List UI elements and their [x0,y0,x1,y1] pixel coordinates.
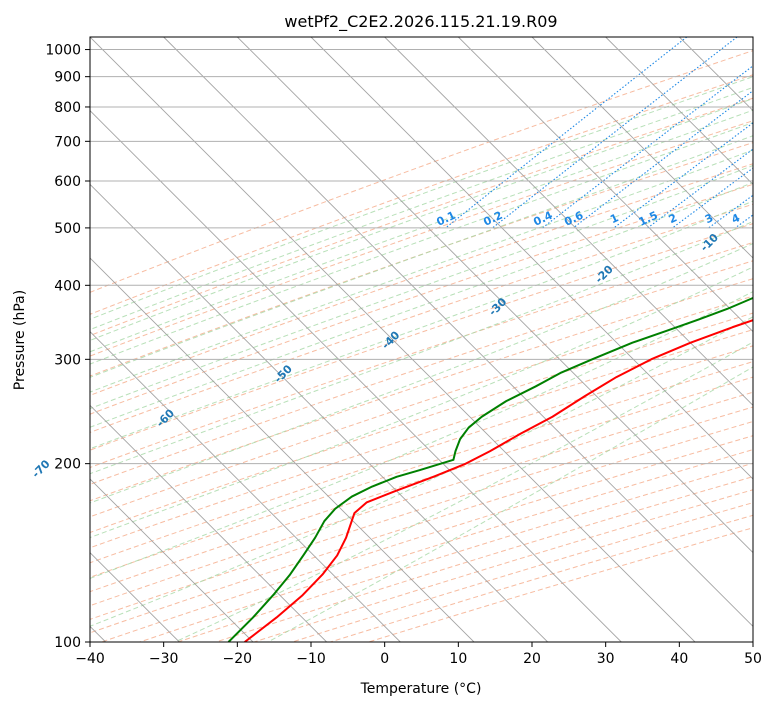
dry-adiabat [90,391,753,607]
x-tick-label: −40 [75,651,105,667]
isotherm [752,37,753,38]
plot-frame [89,36,754,643]
dry-adiabat [90,97,753,337]
y-axis-title: Pressure (hPa) [12,290,28,390]
isotherm [90,183,548,642]
isotherm [163,37,753,627]
x-tick-label: 40 [670,651,688,667]
mixing-ratio-line [542,65,753,229]
moist-adiabat [90,121,753,365]
isotherm [90,110,622,642]
moist-adiabat [90,242,753,504]
x-tick-label: 10 [449,651,467,667]
isotherm [90,331,401,642]
x-tick-label: 50 [744,651,762,667]
x-tick-label: −10 [296,651,326,667]
dry-adiabat [90,260,753,485]
y-tick-label: 100 [54,635,81,651]
dewpoint-line [227,296,753,642]
isotherm [90,478,254,642]
dry-adiabat [90,223,753,451]
x-tick-label: 0 [380,651,389,667]
y-tick-label: 500 [54,221,81,237]
isotherm [531,37,753,259]
isotherm [458,37,753,333]
y-tick-label: 900 [54,70,81,86]
isotherm [310,37,753,480]
mixing-ratio-line [445,37,688,229]
dry-adiabat [90,295,753,518]
y-tick-label: 700 [54,134,81,150]
y-tick-label: 600 [54,174,81,190]
y-tick-label: 1000 [45,43,81,59]
isotherm [90,37,696,642]
y-tick-label: 300 [54,352,81,368]
moist-adiabat [174,341,753,642]
x-tick-label: 30 [597,651,615,667]
moist-adiabat [90,76,753,320]
x-axis-title: Temperature (°C) [360,681,482,697]
isotherm-label: -70 [29,457,52,480]
dry-adiabat [90,163,753,396]
dry-adiabat [90,142,753,377]
sounding-curves [227,296,753,642]
x-tick-label: 20 [523,651,541,667]
moist-adiabat [90,181,753,428]
dry-adiabat [90,241,753,469]
dry-adiabat [90,312,753,534]
x-tick-label: −30 [149,651,179,667]
isotherm [90,404,327,642]
moist-adiabat [267,366,753,642]
mixing-ratio-line [613,122,753,229]
isotherm [384,37,753,406]
temperature-line [244,319,753,642]
mixing-ratio-line [492,37,738,229]
isotherm [605,37,753,185]
dry-adiabat [90,329,753,549]
background-lines [90,37,753,642]
chart-title: wetPf2_C2E2.2026.115.21.19.R09 [284,12,557,32]
dry-adiabat [90,376,753,593]
moist-adiabat [90,98,753,341]
moist-adiabat [90,200,753,450]
dry-adiabat [90,361,753,578]
dry-adiabat [90,50,753,293]
dry-adiabat [90,278,753,502]
moist-adiabat [90,266,753,539]
y-tick-label: 800 [54,100,81,116]
isotherm [237,37,753,554]
y-tick-label: 200 [54,457,81,473]
y-tick-label: 400 [54,278,81,294]
isotherm [90,257,475,642]
moist-adiabat [90,164,753,410]
moist-adiabat [90,149,753,393]
axes: −40 −30 −20 −10 0 10 20 30 40 50 100 200 300 400 500 60… [45,43,762,667]
mixing-ratio-line [672,167,753,229]
x-tick-label: −20 [223,651,253,667]
